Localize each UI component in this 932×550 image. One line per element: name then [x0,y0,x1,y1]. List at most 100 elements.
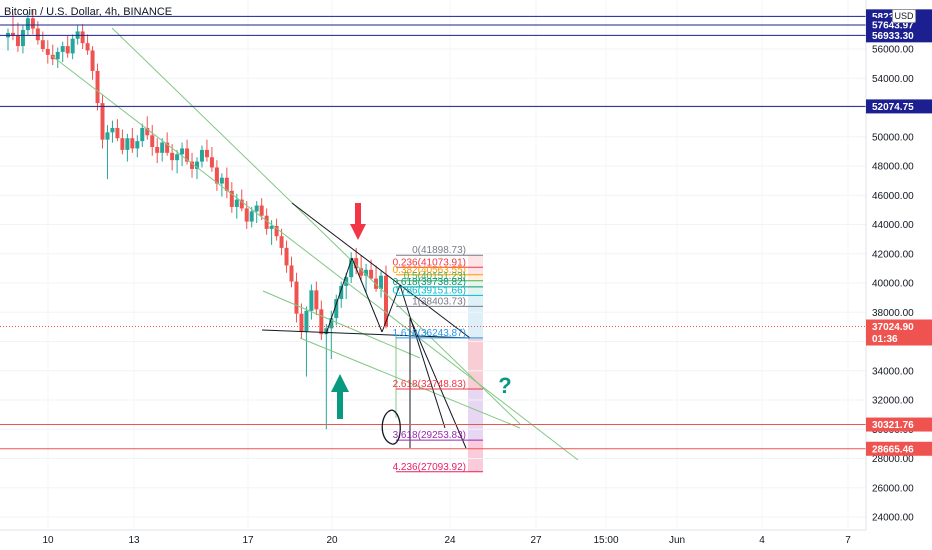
candle-body [175,154,180,161]
plot-area[interactable] [0,0,866,530]
y-tick-label: 46000.00 [872,191,914,202]
x-tick-label: 13 [128,535,140,546]
candle-body [224,177,229,191]
candle-body [234,199,239,207]
price-tag-bg [866,319,932,346]
candle-body [35,28,40,41]
y-tick-label: 48000.00 [872,162,914,173]
candle-body [55,51,60,60]
candle-body [214,167,219,184]
candle-body [239,199,244,209]
candle-body [10,32,15,36]
fib-zone [468,274,483,281]
fib-level-label: 0.382(40563.55) [393,265,466,276]
fib-level-label: 0.236(41073.91) [393,257,466,268]
up-arrow-shaft [337,391,343,419]
candle-body [289,265,294,282]
candle-body [120,138,125,150]
candle-body [95,70,100,104]
down-arrow-head [350,224,366,240]
candle-body [359,268,364,276]
price-tag-bg [866,28,932,43]
candle-body [185,148,190,162]
candle-body [294,281,299,314]
candle-body [209,157,214,168]
y-tick-label: 26000.00 [872,483,914,494]
candle-body [254,205,259,212]
y-tick-label: 32000.00 [872,396,914,407]
price-tags: 58232.4857643.9756933.3052074.7537024.90… [866,9,932,456]
candle-body [219,177,224,184]
x-tick-label: 4 [759,535,765,546]
candle-body [135,141,140,149]
price-tag-label: 56933.30 [872,31,914,42]
fib-zone [468,286,483,296]
candle-body [364,269,369,276]
x-tick-label: Jun [669,535,685,546]
fib-level-label: 1.618(36243.87) [393,328,466,339]
x-tick-label: 15:00 [593,535,618,546]
chart-title: Bitcoin / U.S. Dollar, 4h, BINANCE [4,6,173,18]
trend-line [409,317,467,449]
price-tag-label: 30321.76 [872,420,914,431]
down-arrow-shaft [355,203,361,225]
candle-body [199,149,204,162]
price-tag: 56933.30 [866,28,932,43]
x-tick-label: 20 [326,535,338,546]
candle-body [284,247,289,266]
x-tick-label: 17 [242,535,254,546]
candle-body [349,258,354,278]
candle-body [90,50,95,71]
fib-level-label: 1(38403.73) [412,296,466,307]
candle-body [140,127,145,142]
candle-body [379,275,384,289]
y-tick-label: 42000.00 [872,249,914,260]
fib-zone [468,280,483,287]
candle-body [249,211,254,222]
candle-body [85,43,90,51]
candle-body [115,127,120,139]
y-tick-label: 50000.00 [872,132,914,143]
candle-body [105,132,110,140]
y-tick-label: 34000.00 [872,366,914,377]
price-tag: 52074.75 [866,99,932,114]
horizontal-levels [0,15,866,450]
fib-level-label: 4.236(27093.92) [393,462,466,473]
candle-body [369,269,374,279]
trend-line [111,27,521,425]
time-axis[interactable]: 10 13 17 20 24 27 15:00 Jun 4 7 [42,535,851,546]
candle-body [279,236,284,248]
candle-body [324,328,329,335]
fib-zones [468,255,483,472]
fib-level-label: 0.618(39738.82) [393,277,466,288]
fib-level-label: 2.618(32748.83) [393,379,466,390]
fib-level-label: 3.618(29253.83) [393,430,466,441]
y-tick-label: 38000.00 [872,308,914,319]
fib-zone [468,306,483,338]
trend-line [381,284,401,333]
trend-line [261,329,471,339]
candle-body [170,152,175,161]
candle-body [155,146,160,153]
price-tag-label: 52074.75 [872,102,914,113]
candle-body [60,46,65,52]
currency-badge[interactable]: USD [892,9,916,23]
trend-line [291,202,471,339]
fib-labels: 0(41898.73)0.236(41073.91)0.382(40563.55… [393,245,483,473]
trend-line [325,257,353,335]
candle-body [314,290,319,310]
candle-body [70,38,75,54]
x-tick-label: 10 [42,535,54,546]
candle-body [269,225,274,229]
fib-level-label: 0(41898.73) [412,245,466,256]
y-tick-label: 56000.00 [872,45,914,56]
candle-body [309,290,314,311]
candle-body [264,215,269,229]
fib-zone [468,295,483,307]
fib-level-label: 0.786(39151.66) [393,285,466,296]
x-tick-label: 7 [845,535,851,546]
y-tick-label: 44000.00 [872,220,914,231]
